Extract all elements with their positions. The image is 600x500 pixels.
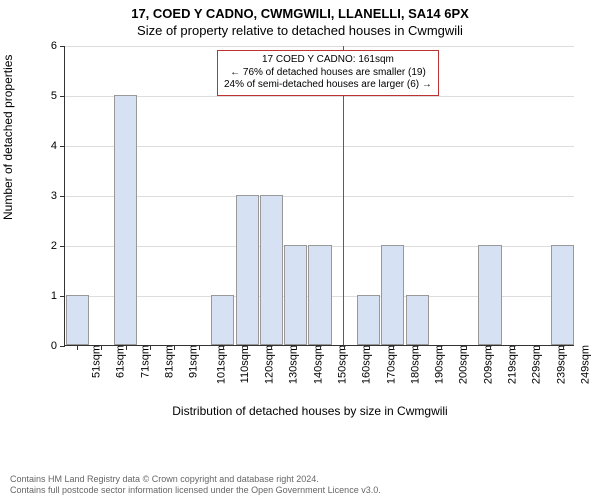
y-tick-label: 1 — [51, 290, 65, 302]
histogram-bar — [308, 245, 331, 345]
footer-line: Contains HM Land Registry data © Crown c… — [10, 474, 381, 485]
x-tick-label: 190sqm — [428, 345, 446, 384]
x-tick-label: 110sqm — [233, 345, 251, 383]
annotation-line: 24% of semi-detached houses are larger (… — [224, 79, 432, 92]
histogram-bar — [284, 245, 307, 345]
gridline — [65, 96, 574, 97]
annotation-line: 17 COED Y CADNO: 161sqm — [224, 54, 432, 67]
histogram-bar — [406, 295, 429, 345]
x-tick — [563, 345, 564, 350]
histogram-bar — [478, 245, 501, 345]
y-tick-label: 3 — [51, 190, 65, 202]
x-tick — [369, 345, 370, 350]
histogram-bar — [381, 245, 404, 345]
x-tick — [223, 345, 224, 350]
histogram-bar — [357, 295, 380, 345]
x-tick — [539, 345, 540, 350]
x-tick — [320, 345, 321, 350]
x-tick-label: 61sqm — [109, 345, 127, 378]
x-tick-label: 51sqm — [85, 345, 103, 378]
annotation-line: ← 76% of detached houses are smaller (19… — [224, 67, 432, 80]
x-tick-label: 219sqm — [501, 345, 519, 384]
x-tick — [150, 345, 151, 350]
histogram-bar — [260, 195, 283, 345]
chart-title-main: 17, COED Y CADNO, CWMGWILI, LLANELLI, SA… — [0, 0, 600, 21]
x-tick — [271, 345, 272, 350]
histogram-bar — [114, 95, 137, 345]
y-tick-label: 4 — [51, 140, 65, 152]
x-tick-label: 160sqm — [355, 345, 373, 384]
x-tick — [514, 345, 515, 350]
x-tick — [126, 345, 127, 350]
x-tick-label: 130sqm — [282, 345, 300, 384]
x-tick-label: 249sqm — [573, 345, 591, 384]
x-tick-label: 170sqm — [379, 345, 397, 384]
histogram-bar — [66, 295, 89, 345]
footer-attribution: Contains HM Land Registry data © Crown c… — [10, 474, 381, 496]
chart-container: 17, COED Y CADNO, CWMGWILI, LLANELLI, SA… — [0, 0, 600, 500]
histogram-bar — [551, 245, 574, 345]
y-tick-label: 2 — [51, 240, 65, 252]
x-tick — [490, 345, 491, 350]
x-tick — [174, 345, 175, 350]
x-tick — [417, 345, 418, 350]
x-tick-label: 101sqm — [209, 345, 227, 384]
gridline — [65, 196, 574, 197]
gridline — [65, 46, 574, 47]
chart-title-sub: Size of property relative to detached ho… — [0, 21, 600, 38]
footer-line: Contains full postcode sector informatio… — [10, 485, 381, 496]
annotation-box: 17 COED Y CADNO: 161sqm ← 76% of detache… — [217, 50, 439, 96]
plot-area: 012345651sqm61sqm71sqm81sqm91sqm101sqm11… — [64, 46, 574, 346]
x-tick — [393, 345, 394, 350]
gridline — [65, 146, 574, 147]
x-tick-label: 140sqm — [306, 345, 324, 384]
x-tick — [441, 345, 442, 350]
x-tick — [296, 345, 297, 350]
x-axis-title: Distribution of detached houses by size … — [40, 404, 580, 418]
chart-area: 012345651sqm61sqm71sqm81sqm91sqm101sqm11… — [40, 46, 580, 416]
x-tick-label: 229sqm — [525, 345, 543, 384]
histogram-bar — [236, 195, 259, 345]
x-tick-label: 150sqm — [331, 345, 349, 384]
x-tick-label: 81sqm — [158, 345, 176, 378]
y-axis-label: Number of detached properties — [1, 55, 15, 220]
x-tick-label: 120sqm — [258, 345, 276, 384]
x-tick — [199, 345, 200, 350]
y-tick-label: 0 — [51, 340, 65, 352]
x-tick-label: 71sqm — [133, 345, 151, 378]
x-tick — [344, 345, 345, 350]
x-tick-label: 91sqm — [182, 345, 200, 378]
x-tick-label: 209sqm — [476, 345, 494, 384]
x-tick — [101, 345, 102, 350]
histogram-bar — [211, 295, 234, 345]
y-tick-label: 5 — [51, 90, 65, 102]
x-tick-label: 239sqm — [549, 345, 567, 384]
y-tick-label: 6 — [51, 40, 65, 52]
x-tick-label: 180sqm — [403, 345, 421, 384]
x-tick-label: 200sqm — [452, 345, 470, 384]
x-tick — [247, 345, 248, 350]
x-tick — [466, 345, 467, 350]
x-tick — [77, 345, 78, 350]
